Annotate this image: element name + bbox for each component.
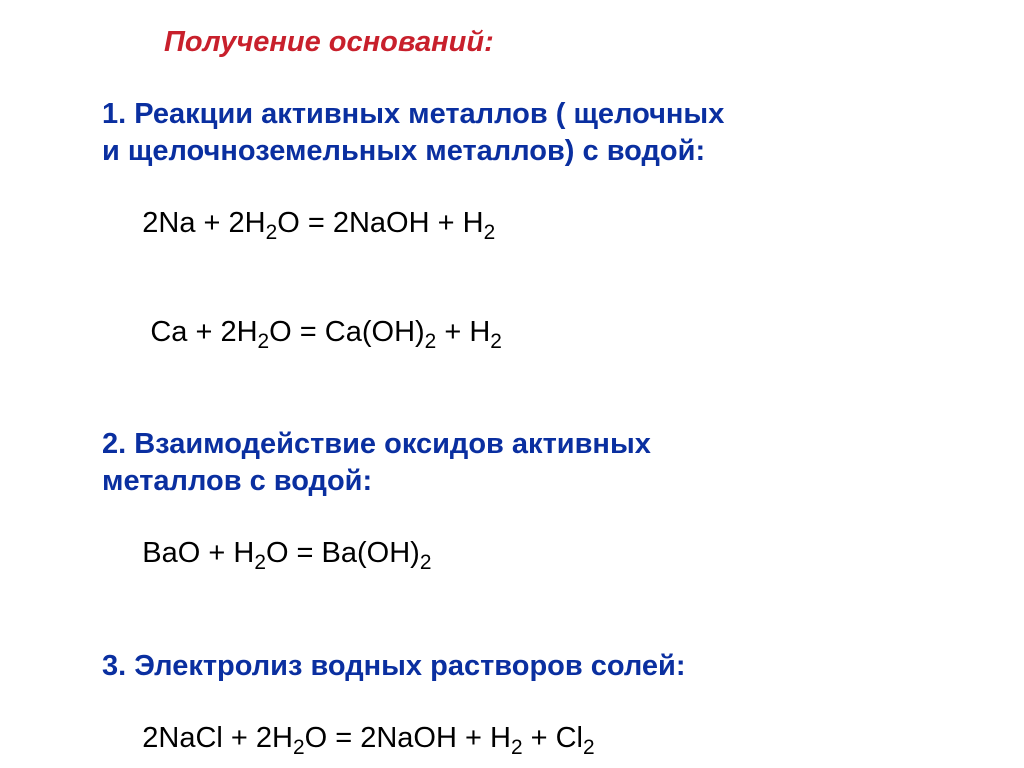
section2-equation-1: BaO + H2O = Ba(OH)2 [102, 499, 956, 608]
eq-sub: 2 [511, 736, 523, 759]
eq-sub: 2 [293, 736, 305, 759]
eq-sub: 2 [258, 330, 270, 353]
eq-sub: 2 [266, 221, 278, 244]
spacer [102, 386, 956, 426]
eq-text: O = Ca(OH) [269, 316, 425, 348]
slide-content: Получение оснований: 1. Реакции активных… [0, 0, 1024, 768]
section1-heading-line2: и щелочноземельных металлов) с водой: [102, 133, 956, 169]
eq-sub: 2 [420, 551, 432, 574]
eq-text: O = 2NaOH + H [305, 722, 511, 754]
section1-equation-1: 2Na + 2H2O = 2NaOH + H2 [102, 169, 956, 278]
section2-heading-line1: 2. Взаимодействие оксидов активных [102, 426, 956, 462]
section3-equation-1: 2NaCl + 2H2O = 2NaOH + H2 + Cl2 [102, 684, 956, 768]
eq-sub: 2 [484, 221, 496, 244]
eq-text: O = 2NaOH + H [277, 207, 483, 239]
eq-sub: 2 [425, 330, 437, 353]
eq-sub: 2 [490, 330, 502, 353]
section3-heading: 3. Электролиз водных растворов солей: [102, 648, 956, 684]
section1-heading-line1: 1. Реакции активных металлов ( щелочных [102, 96, 956, 132]
slide-title: Получение оснований: [164, 24, 956, 60]
section1-equation-2: Ca + 2H2O = Ca(OH)2 + H2 [102, 278, 956, 387]
spacer [102, 608, 956, 648]
section2-heading-line2: металлов с водой: [102, 463, 956, 499]
eq-text: + H [436, 316, 490, 348]
eq-text: BaO + H [134, 537, 254, 569]
eq-text: O = Ba(OH) [266, 537, 420, 569]
eq-sub: 2 [583, 736, 595, 759]
eq-sub: 2 [254, 551, 266, 574]
eq-text: 2NaCl + 2H [134, 722, 293, 754]
eq-text: 2Na + 2H [134, 207, 265, 239]
eq-text: Ca + 2H [134, 316, 257, 348]
eq-text: + Cl [523, 722, 583, 754]
